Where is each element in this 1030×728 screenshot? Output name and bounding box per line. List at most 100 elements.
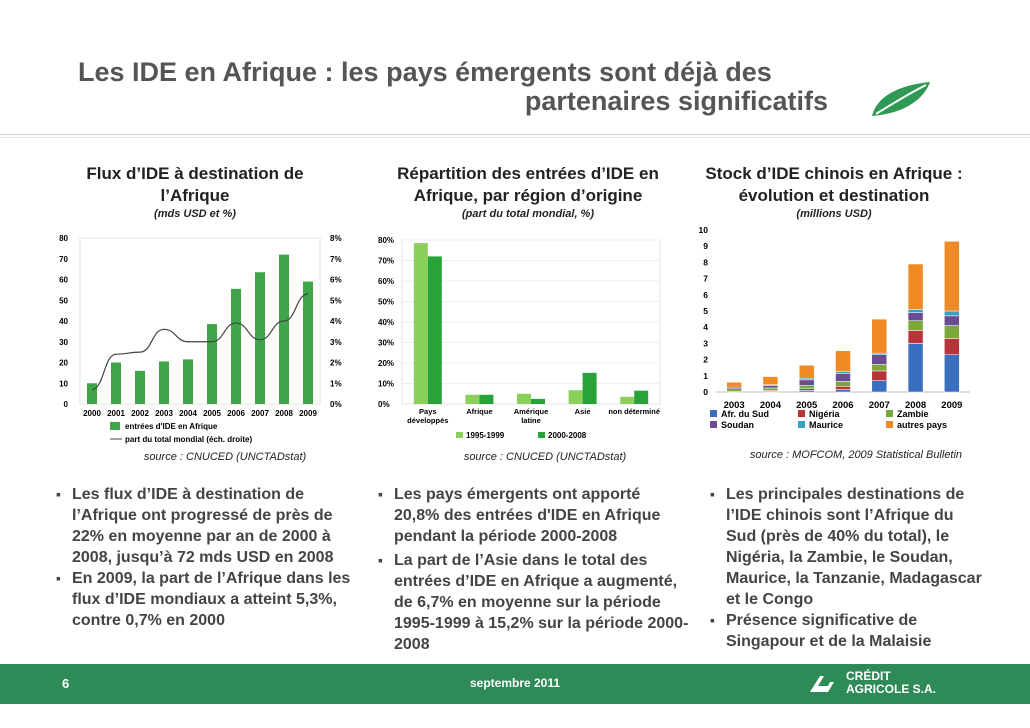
y-tick-label: 0 xyxy=(703,387,708,397)
bar-segment-Soudan xyxy=(907,312,924,321)
legend-label: Nigéria xyxy=(809,409,841,419)
bar-segment-Zambie xyxy=(835,381,851,387)
bar-segment-Afr. du Sud xyxy=(835,389,851,393)
x-tick-label: 2009 xyxy=(299,409,317,418)
x-tick-label: Afrique xyxy=(466,407,492,416)
x-tick-label: 2001 xyxy=(107,409,125,418)
bar-segment-Afr. du Sud xyxy=(871,380,888,393)
chart1-subtitle: (mds USD et %) xyxy=(154,208,236,220)
y-tick-label: 50% xyxy=(378,298,394,307)
y2-tick-label: 8% xyxy=(330,234,342,243)
legend-swatch xyxy=(538,432,545,438)
page-number: 6 xyxy=(62,676,70,691)
y2-tick-label: 1% xyxy=(330,379,342,388)
y-tick-label: 8 xyxy=(703,257,708,267)
y-tick-label: 20 xyxy=(59,359,68,368)
bar-segment-Afr. du Sud xyxy=(907,343,924,393)
plot-area xyxy=(79,237,321,405)
brand-name: CRÉDIT AGRICOLE S.A. xyxy=(846,670,936,696)
bar-segment-Nigéria xyxy=(871,370,888,381)
bar-ide-flow xyxy=(207,324,217,404)
y-tick-label: 0 xyxy=(64,400,69,409)
y2-tick-label: 6% xyxy=(330,276,342,285)
x-tick-label: 2004 xyxy=(179,409,197,418)
bullet-item: Les flux d’IDE à destination de l’Afriqu… xyxy=(56,484,356,568)
bar-segment-autres pays xyxy=(762,376,779,385)
y-tick-label: 5 xyxy=(703,306,708,316)
legend-swatch xyxy=(798,421,805,428)
divider xyxy=(0,134,1030,135)
bar-segment-Nigéria xyxy=(907,330,924,344)
bar-segment-Maurice xyxy=(907,309,924,313)
leaf-logo xyxy=(872,82,930,116)
y2-tick-label: 0% xyxy=(330,400,342,409)
bar-ide-flow xyxy=(279,254,289,404)
x-tick-label: 2006 xyxy=(832,400,853,411)
chart3-subtitle: (millions USD) xyxy=(796,208,872,220)
y2-tick-label: 3% xyxy=(330,338,342,347)
bar-ide-flow xyxy=(255,272,265,404)
y-tick-label: 80% xyxy=(378,236,394,245)
footer-date: septembre 2011 xyxy=(469,676,561,690)
y-tick-label: 10% xyxy=(378,380,394,389)
bar-2000-2008 xyxy=(531,398,545,404)
brand-line-2: AGRICOLE S.A. xyxy=(846,682,937,696)
y-tick-label: 20% xyxy=(378,359,394,368)
y-tick-label: 2 xyxy=(703,355,708,365)
y2-tick-label: 7% xyxy=(330,255,342,264)
y-tick-label: 6 xyxy=(703,290,708,300)
bar-2000-2008 xyxy=(427,256,442,404)
bullets-col1: Les flux d’IDE à destination de l’Afriqu… xyxy=(56,484,356,631)
bar-segment-Zambie xyxy=(798,385,815,390)
bar-ide-flow xyxy=(303,281,313,404)
x-tick-label: 2005 xyxy=(796,400,818,411)
x-tick-label: Pays développés xyxy=(407,407,448,425)
bar-segment-autres pays xyxy=(944,241,960,312)
legend-label: autres pays xyxy=(897,420,947,430)
bar-segment-autres pays xyxy=(907,263,924,310)
bar-segment-autres pays xyxy=(726,382,742,388)
bar-ide-flow xyxy=(183,359,193,404)
x-tick-label: 2002 xyxy=(131,409,149,418)
legend-swatch xyxy=(886,410,893,417)
y2-tick-label: 5% xyxy=(330,296,342,305)
bar-ide-flow xyxy=(135,370,145,404)
bar-2000-2008 xyxy=(479,394,494,404)
x-tick-label: Amérique latine xyxy=(514,407,549,425)
x-tick-label: 2005 xyxy=(203,409,221,418)
y2-tick-label: 4% xyxy=(330,317,342,326)
bullets-col2: Les pays émergents ont apporté 20,8% des… xyxy=(378,484,690,655)
legend-swatch xyxy=(710,410,717,417)
bullet-item: Les pays émergents ont apporté 20,8% des… xyxy=(378,484,690,547)
bar-segment-autres pays xyxy=(871,318,888,354)
bar-1995-1999 xyxy=(465,394,480,404)
line-world-share xyxy=(91,293,309,391)
chart3-source: source : MOFCOM, 2009 Statistical Bullet… xyxy=(749,449,963,461)
bar-segment-Soudan xyxy=(762,385,779,389)
x-tick-label: 2008 xyxy=(275,409,293,418)
legend-label: entrées d'IDE en Afrique xyxy=(125,422,218,431)
bar-segment-Zambie xyxy=(944,325,960,339)
legend-swatch xyxy=(456,432,463,438)
bar-1995-1999 xyxy=(568,390,583,404)
bullet-item: Les principales destinations de l’IDE ch… xyxy=(710,484,986,610)
bar-1995-1999 xyxy=(413,243,428,404)
x-tick-label: 2008 xyxy=(905,400,926,411)
page-title: Les IDE en Afrique : les pays émergents … xyxy=(78,58,828,116)
y-tick-label: 0% xyxy=(378,400,390,409)
y-tick-label: 7 xyxy=(703,274,708,284)
y-tick-label: 3 xyxy=(703,338,708,348)
bar-1995-1999 xyxy=(620,396,635,404)
chart2-source: source : CNUCED (UNCTADstat) xyxy=(463,451,627,463)
x-tick-label: 2003 xyxy=(155,409,173,418)
chart1-title: Flux d’IDE à destination de l’Afrique xyxy=(86,164,304,205)
x-tick-label: 2006 xyxy=(227,409,245,418)
y-tick-label: 10 xyxy=(699,225,709,235)
y-tick-label: 70 xyxy=(59,255,68,264)
chart2-subtitle: (part du total mondial, %) xyxy=(462,208,594,220)
bar-ide-flow xyxy=(159,361,169,404)
x-tick-label: non déterminé xyxy=(608,407,660,416)
y-tick-label: 50 xyxy=(59,296,68,305)
bar-segment-Nigéria xyxy=(944,338,960,355)
bar-segment-Afr. du Sud xyxy=(944,354,960,393)
